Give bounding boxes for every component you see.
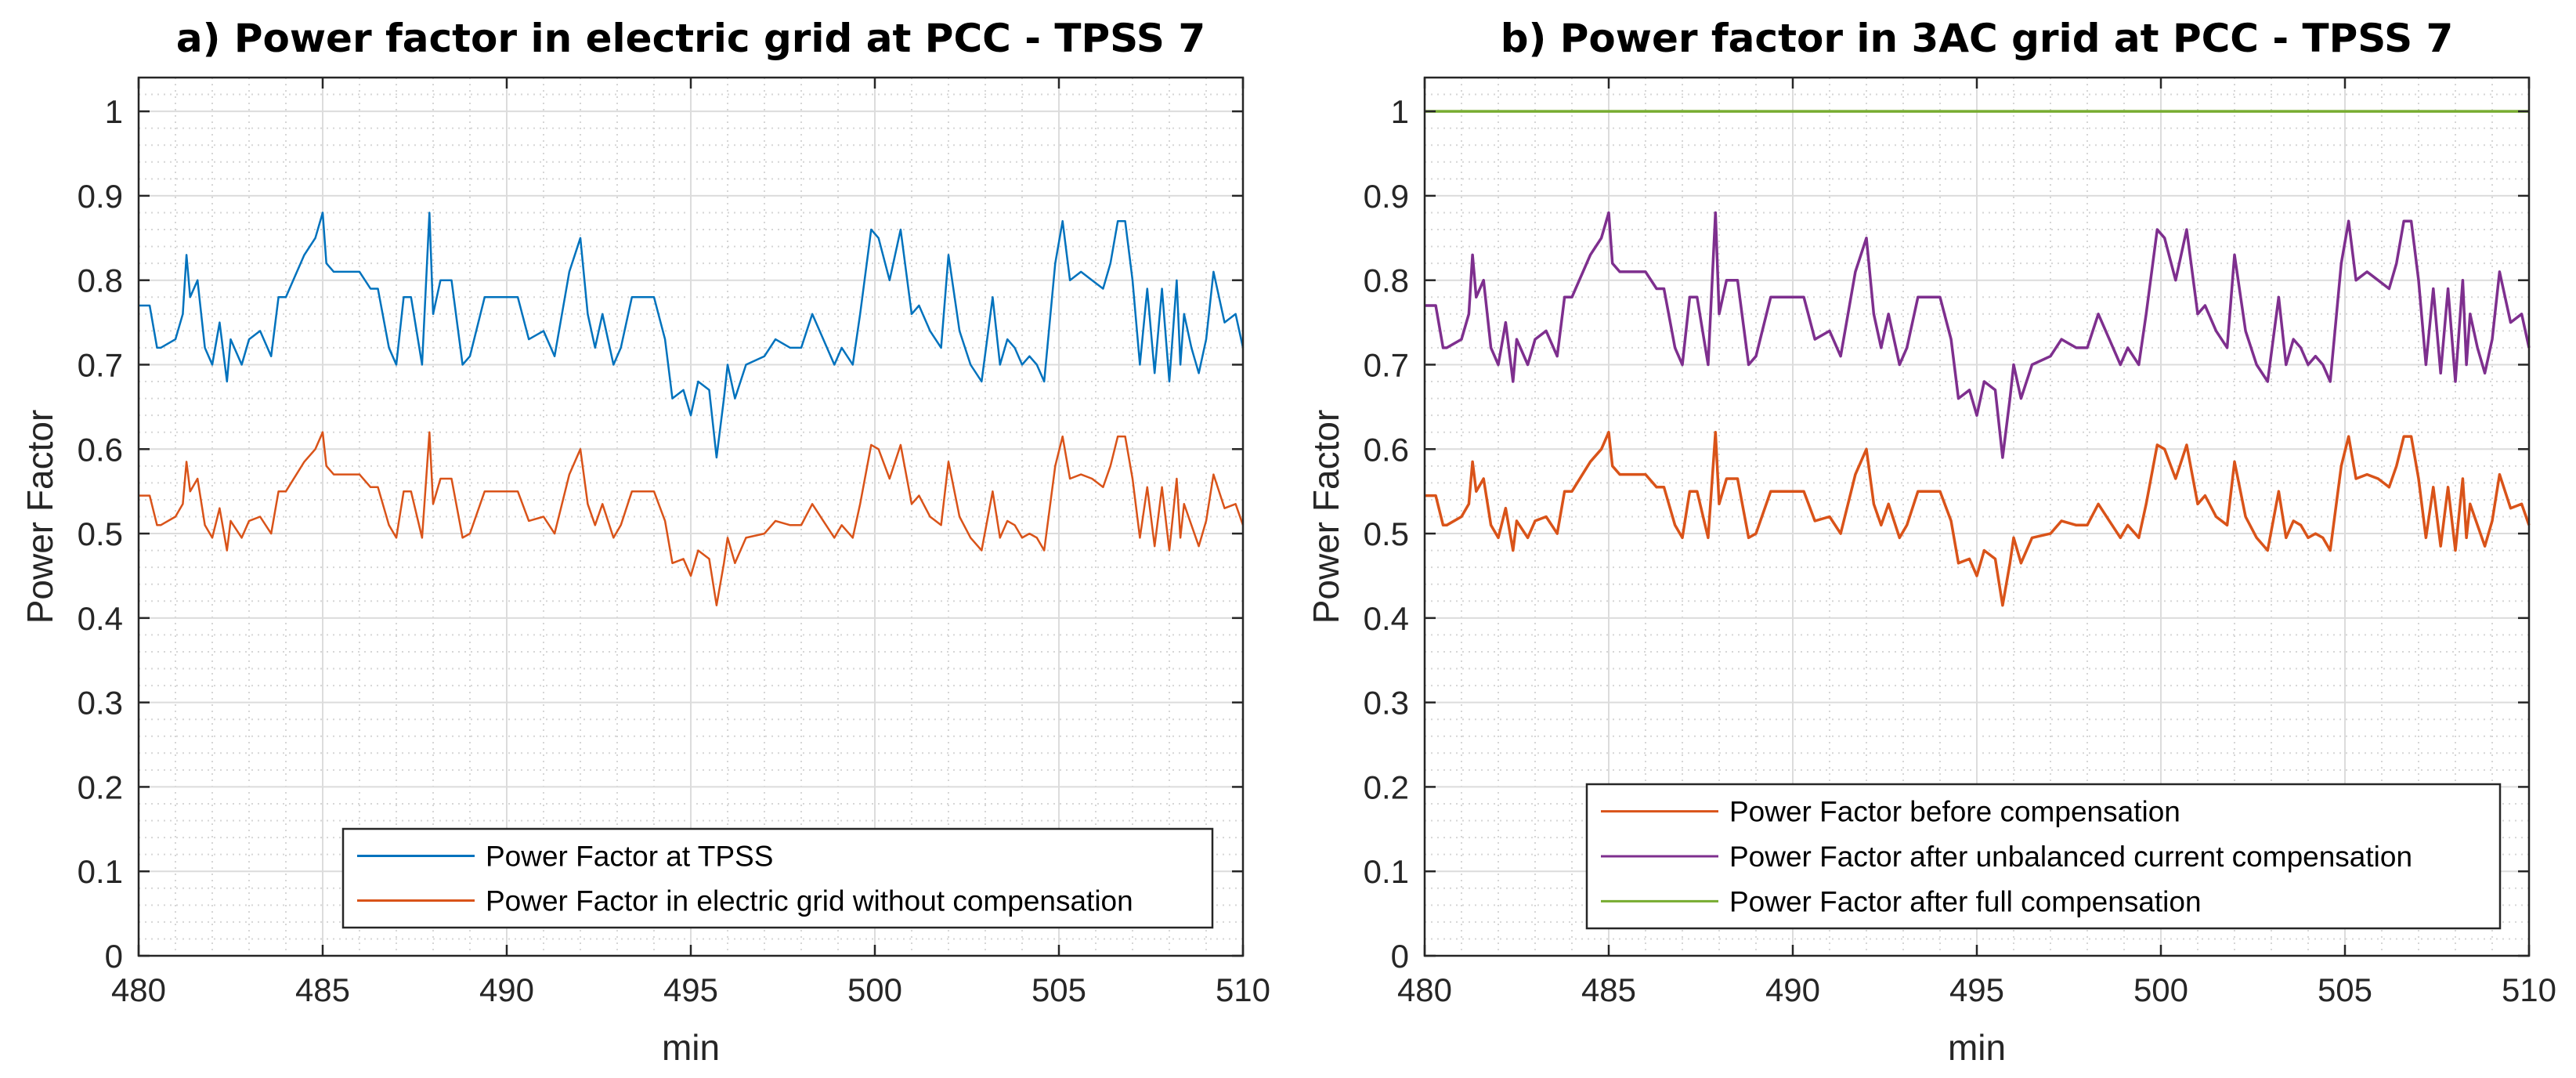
- y-tick-label: 0.8: [1364, 262, 1409, 299]
- chart-title: b) Power factor in 3AC grid at PCC - TPS…: [1501, 16, 2454, 61]
- legend: Power Factor at TPSS Power Factor in elec…: [341, 827, 1214, 929]
- x-tick-label: 485: [1581, 971, 1636, 1008]
- x-tick-label: 480: [1397, 971, 1452, 1008]
- legend-box: [1585, 783, 2502, 930]
- x-tick-label: 505: [1031, 971, 1086, 1008]
- y-tick-label: 0.3: [1364, 685, 1409, 722]
- chart-panel-1: 480 485 490 495 500 505 510 0 0.1 0.2 0.3 0.4 0.5 0.6…: [20, 16, 1270, 1068]
- y-tick-label: 0: [1391, 938, 1409, 975]
- legend-label: Power Factor in electric grid without co…: [486, 885, 1133, 917]
- x-tick-label: 500: [847, 971, 902, 1008]
- y-tick-label: 1: [105, 93, 123, 130]
- series-line-1: [1425, 430, 2531, 607]
- chart-title: a) Power factor in electric grid at PCC …: [176, 16, 1205, 61]
- x-tick-label: 510: [2502, 971, 2556, 1008]
- y-tick-label: 0.8: [78, 262, 123, 299]
- legend-label: Power Factor after unbalanced current co…: [1729, 841, 2412, 873]
- legend-box: [341, 827, 1214, 929]
- y-tick-label: 0.1: [78, 853, 123, 890]
- y-tick-label: 0.3: [78, 685, 123, 722]
- y-tick-label: 0: [105, 938, 123, 975]
- legend-label: Power Factor at TPSS: [486, 841, 773, 873]
- legend: Power Factor before compensation Power Fa…: [1585, 783, 2502, 930]
- y-tick-label: 0.2: [78, 769, 123, 805]
- y-tick-label: 0.1: [1364, 853, 1409, 890]
- y-axis-label: Power Factor: [20, 410, 60, 624]
- y-tick-label: 0.7: [78, 346, 123, 383]
- x-axis-label: min: [662, 1027, 720, 1068]
- x-tick-label: 495: [663, 971, 718, 1008]
- legend-label: Power Factor after full compensation: [1729, 885, 2202, 917]
- y-tick-label: 0.6: [1364, 431, 1409, 468]
- x-tick-label: 510: [1216, 971, 1270, 1008]
- y-tick-label: 0.9: [1364, 178, 1409, 215]
- y-tick-label: 0.4: [1364, 600, 1409, 637]
- x-tick-label: 480: [111, 971, 166, 1008]
- y-tick-label: 0.7: [1364, 346, 1409, 383]
- chart-panel-2: 480 485 490 495 500 505 510 0 0.1 0.2 0.3 0.4 0.5 0.6…: [1306, 16, 2556, 1068]
- y-axis-label: Power Factor: [1306, 410, 1346, 624]
- x-tick-label: 505: [2318, 971, 2372, 1008]
- x-tick-label: 490: [1765, 971, 1820, 1008]
- series-line-2: [139, 431, 1245, 606]
- y-tick-label: 1: [1391, 93, 1409, 130]
- y-tick-label: 0.9: [78, 178, 123, 215]
- x-tick-label: 500: [2133, 971, 2188, 1008]
- x-tick-label: 495: [1949, 971, 2004, 1008]
- x-tick-label: 485: [295, 971, 350, 1008]
- x-tick-label: 490: [479, 971, 534, 1008]
- y-tick-label: 0.2: [1364, 769, 1409, 805]
- legend-label: Power Factor before compensation: [1729, 796, 2180, 828]
- y-tick-label: 0.5: [1364, 515, 1409, 552]
- y-tick-label: 0.5: [78, 515, 123, 552]
- y-tick-label: 0.6: [78, 431, 123, 468]
- x-axis-label: min: [1948, 1027, 2006, 1068]
- y-tick-label: 0.4: [78, 600, 123, 637]
- series-line-2: [1425, 211, 2531, 459]
- series-line-1: [139, 212, 1245, 459]
